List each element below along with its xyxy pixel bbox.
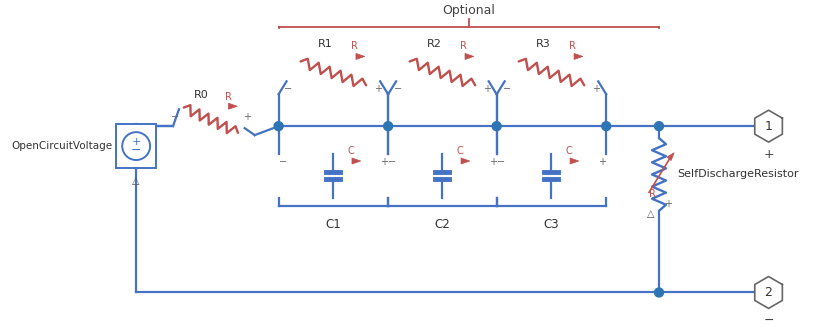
Text: C1: C1 <box>325 218 341 231</box>
Text: −: − <box>496 157 504 167</box>
Text: R: R <box>351 41 358 51</box>
Text: +: + <box>592 84 599 94</box>
Circle shape <box>383 122 392 131</box>
Circle shape <box>122 132 150 160</box>
Text: −: − <box>388 157 395 167</box>
Text: +: + <box>488 157 496 167</box>
Text: −: − <box>502 84 510 94</box>
Circle shape <box>273 122 283 131</box>
Polygon shape <box>465 53 473 60</box>
FancyBboxPatch shape <box>116 124 155 168</box>
Polygon shape <box>461 158 469 164</box>
Text: OpenCircuitVoltage: OpenCircuitVoltage <box>12 141 113 151</box>
Text: R: R <box>568 41 575 51</box>
Text: −: − <box>171 112 179 122</box>
Text: −: − <box>278 157 286 167</box>
Text: Optional: Optional <box>442 4 495 17</box>
Text: +: + <box>380 157 388 167</box>
Polygon shape <box>355 53 364 60</box>
Text: C: C <box>456 146 462 156</box>
Polygon shape <box>228 103 237 109</box>
Polygon shape <box>754 276 782 308</box>
Text: C: C <box>565 146 572 156</box>
Text: R1: R1 <box>318 39 333 49</box>
Text: +: + <box>131 137 140 147</box>
Text: R2: R2 <box>426 39 441 49</box>
Text: R3: R3 <box>536 39 550 49</box>
Polygon shape <box>754 110 782 142</box>
Text: +: + <box>482 84 490 94</box>
Text: −: − <box>394 84 401 94</box>
Text: △: △ <box>646 209 654 219</box>
Text: +: + <box>374 84 382 94</box>
Circle shape <box>654 288 663 297</box>
Text: 2: 2 <box>764 286 772 299</box>
Text: C3: C3 <box>543 218 558 231</box>
Polygon shape <box>352 158 360 164</box>
Text: +: + <box>663 199 671 209</box>
Polygon shape <box>573 53 582 60</box>
Polygon shape <box>569 158 579 164</box>
Text: C2: C2 <box>434 218 450 231</box>
Text: R: R <box>225 92 232 102</box>
Text: C: C <box>347 146 354 156</box>
Text: R: R <box>460 41 466 51</box>
Text: −: − <box>284 84 293 94</box>
Text: 1: 1 <box>764 120 772 133</box>
Text: −: − <box>130 144 141 157</box>
Text: +: + <box>598 157 605 167</box>
Text: +: + <box>242 112 251 122</box>
Circle shape <box>601 122 610 131</box>
Text: R: R <box>648 189 655 199</box>
Text: +: + <box>762 148 773 161</box>
Text: SelfDischargeResistor: SelfDischargeResistor <box>676 169 798 179</box>
Circle shape <box>492 122 501 131</box>
Circle shape <box>654 122 663 131</box>
Polygon shape <box>666 153 673 161</box>
Text: △: △ <box>132 176 140 186</box>
Text: R0: R0 <box>193 90 208 100</box>
Text: −: − <box>762 314 772 327</box>
